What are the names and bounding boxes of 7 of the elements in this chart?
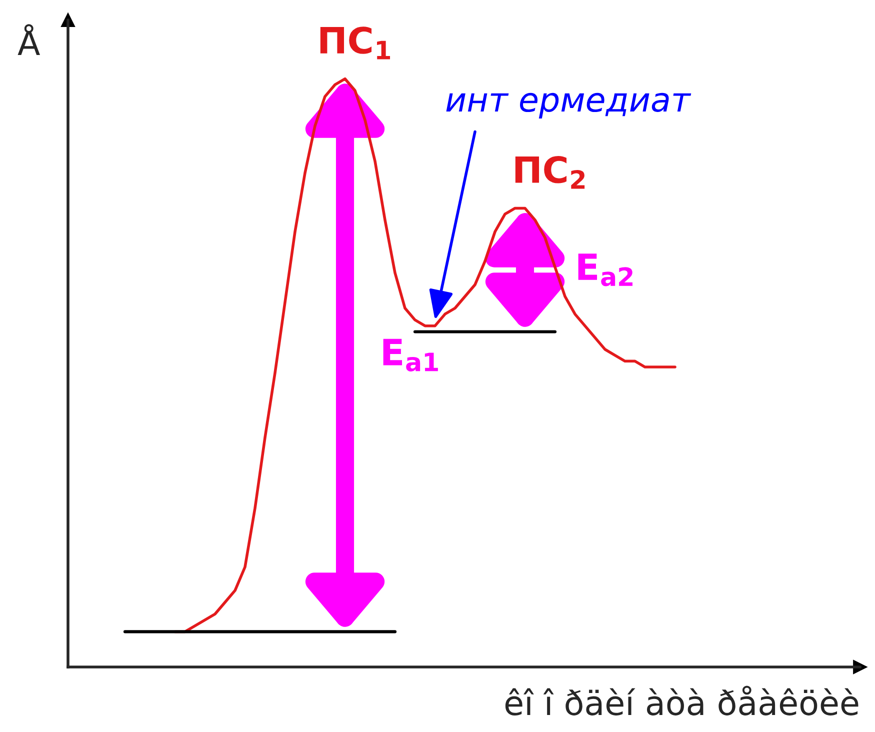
x-axis-title: êî î ðäèí àòà ðåàêöèè	[505, 686, 858, 716]
annotation: E$_{a1}$	[383, 338, 438, 372]
annotation: инт ермедиат	[446, 92, 692, 118]
text: ПС$_{1}$	[320, 26, 390, 60]
y-axis-title: Å	[18, 24, 40, 56]
annotation: ПС$_{2}$	[515, 156, 585, 189]
annotation: E$_{a2}$	[578, 254, 632, 286]
